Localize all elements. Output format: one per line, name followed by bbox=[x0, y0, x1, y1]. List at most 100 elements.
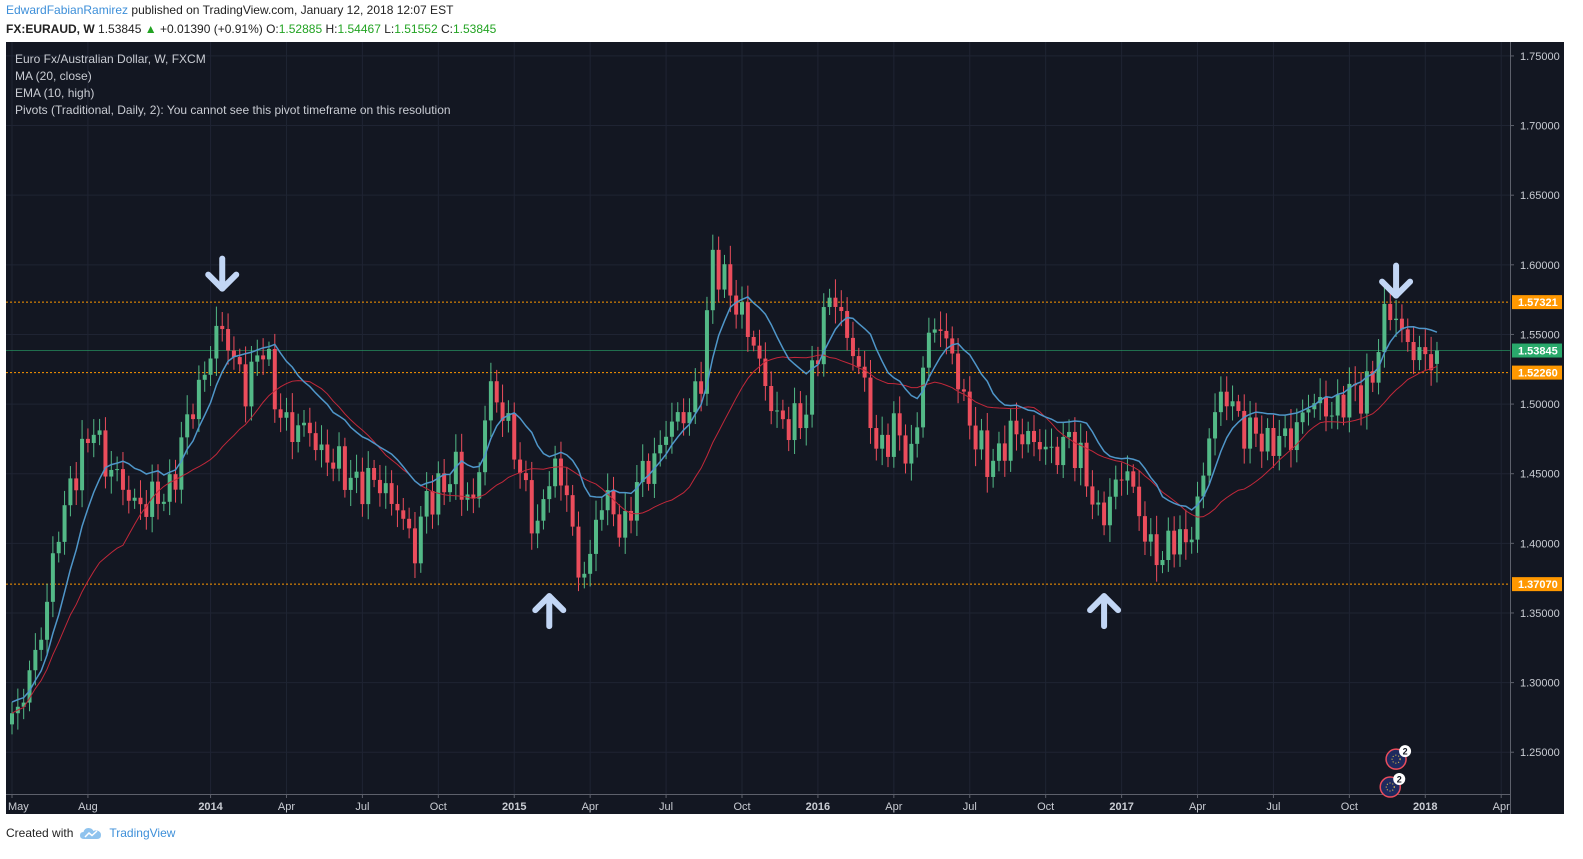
candle bbox=[1224, 376, 1229, 421]
candle-body bbox=[594, 519, 598, 554]
candle bbox=[1201, 462, 1206, 509]
candle-body bbox=[979, 430, 984, 450]
candle-body bbox=[10, 713, 14, 725]
candle bbox=[208, 346, 213, 386]
candle bbox=[91, 419, 96, 458]
candle bbox=[97, 418, 102, 446]
candle bbox=[1423, 328, 1428, 371]
candle bbox=[27, 660, 32, 712]
candle-body bbox=[1113, 479, 1118, 497]
legend-ema[interactable]: EMA (10, high) bbox=[15, 86, 95, 100]
candle-body bbox=[1166, 530, 1171, 561]
candle bbox=[745, 285, 750, 352]
candle bbox=[862, 350, 867, 392]
candle-body bbox=[39, 639, 44, 650]
candle-body bbox=[1183, 529, 1188, 543]
last-price-tag-bg bbox=[1512, 343, 1562, 358]
candle-body bbox=[237, 357, 242, 365]
candle bbox=[1388, 292, 1393, 331]
candle-body bbox=[944, 330, 949, 339]
candle-body bbox=[669, 421, 674, 437]
candle bbox=[564, 466, 569, 512]
candle bbox=[45, 583, 50, 657]
candle bbox=[348, 459, 353, 507]
price-chart[interactable]: 2 2 1.75000 1.70000 1.65000 1.60000 1.55000 1.5… bbox=[6, 42, 1564, 814]
time-tick-label: Jul bbox=[1266, 801, 1280, 813]
tradingview-link[interactable]: TradingView bbox=[79, 826, 175, 840]
candle bbox=[418, 505, 423, 573]
candle bbox=[1166, 517, 1171, 572]
candle bbox=[710, 234, 715, 324]
legend-title[interactable]: Euro Fx/Australian Dollar, W, FXCM bbox=[15, 52, 206, 66]
tradingview-cloud-icon bbox=[80, 828, 102, 839]
candle-body bbox=[1160, 560, 1165, 566]
candle bbox=[226, 313, 231, 365]
candle-body bbox=[1032, 430, 1036, 443]
candle bbox=[798, 391, 803, 439]
candle bbox=[459, 433, 464, 516]
arrow-down-icon bbox=[205, 255, 240, 292]
candle-body bbox=[325, 444, 330, 463]
candle-body bbox=[915, 427, 920, 444]
candle bbox=[1236, 394, 1241, 417]
candle-body bbox=[1359, 385, 1364, 414]
candle bbox=[56, 531, 61, 563]
candle-body bbox=[734, 295, 739, 315]
candle-body bbox=[1382, 303, 1387, 353]
candle bbox=[191, 403, 196, 429]
candle bbox=[1172, 516, 1177, 568]
candle-body bbox=[1248, 417, 1253, 449]
candle bbox=[722, 254, 727, 298]
candle bbox=[1061, 422, 1066, 479]
candle bbox=[167, 459, 172, 516]
candle-body bbox=[56, 541, 61, 554]
price-tick-label: 1.35000 bbox=[1520, 608, 1560, 620]
candle-body bbox=[780, 410, 785, 420]
candle bbox=[337, 432, 342, 482]
candle bbox=[1049, 428, 1054, 464]
chart-area[interactable]: 2 2 1.75000 1.70000 1.65000 1.60000 1.55000 1.5… bbox=[6, 42, 1564, 814]
candle bbox=[372, 459, 377, 488]
candle-body bbox=[886, 434, 890, 457]
time-tick-label: 2018 bbox=[1413, 801, 1437, 813]
candle bbox=[284, 397, 289, 431]
candle bbox=[1032, 415, 1036, 457]
candle-body bbox=[424, 491, 429, 517]
candle bbox=[786, 406, 791, 452]
arrow-up-icon bbox=[1087, 593, 1122, 630]
candle-body bbox=[1002, 443, 1007, 461]
candle-body bbox=[1288, 428, 1293, 451]
candle bbox=[804, 395, 809, 446]
candle bbox=[704, 296, 709, 406]
candle bbox=[909, 424, 914, 481]
candle bbox=[1242, 394, 1247, 464]
candle bbox=[1137, 470, 1142, 531]
author-link[interactable]: EdwardFabianRamirez bbox=[6, 3, 129, 17]
candle bbox=[827, 288, 832, 316]
candle-body bbox=[576, 526, 581, 578]
low-label: L: bbox=[384, 22, 395, 36]
candle-body bbox=[1230, 401, 1235, 407]
candle bbox=[360, 457, 365, 517]
candle-body bbox=[1236, 401, 1241, 411]
legend-ma[interactable]: MA (20, close) bbox=[15, 69, 92, 83]
level-tag-label: 1.52260 bbox=[1518, 368, 1558, 380]
candle-body bbox=[623, 510, 628, 538]
candle-body bbox=[418, 516, 423, 564]
candle-body bbox=[1142, 516, 1147, 542]
candle-body bbox=[1429, 354, 1434, 371]
candle bbox=[629, 496, 634, 534]
candle-body bbox=[1119, 479, 1124, 481]
candle-body bbox=[307, 422, 312, 434]
candle bbox=[1300, 399, 1305, 434]
candle bbox=[138, 480, 143, 520]
legend-pivots[interactable]: Pivots (Traditional, Daily, 2): You cann… bbox=[15, 103, 451, 117]
candle-body bbox=[302, 422, 306, 426]
candle-body bbox=[1084, 442, 1089, 487]
candle bbox=[261, 338, 266, 375]
candle-body bbox=[932, 329, 937, 333]
candle bbox=[1213, 393, 1218, 456]
arrow-head bbox=[1379, 278, 1414, 299]
candle-body bbox=[634, 482, 639, 521]
candle-body bbox=[62, 505, 67, 542]
